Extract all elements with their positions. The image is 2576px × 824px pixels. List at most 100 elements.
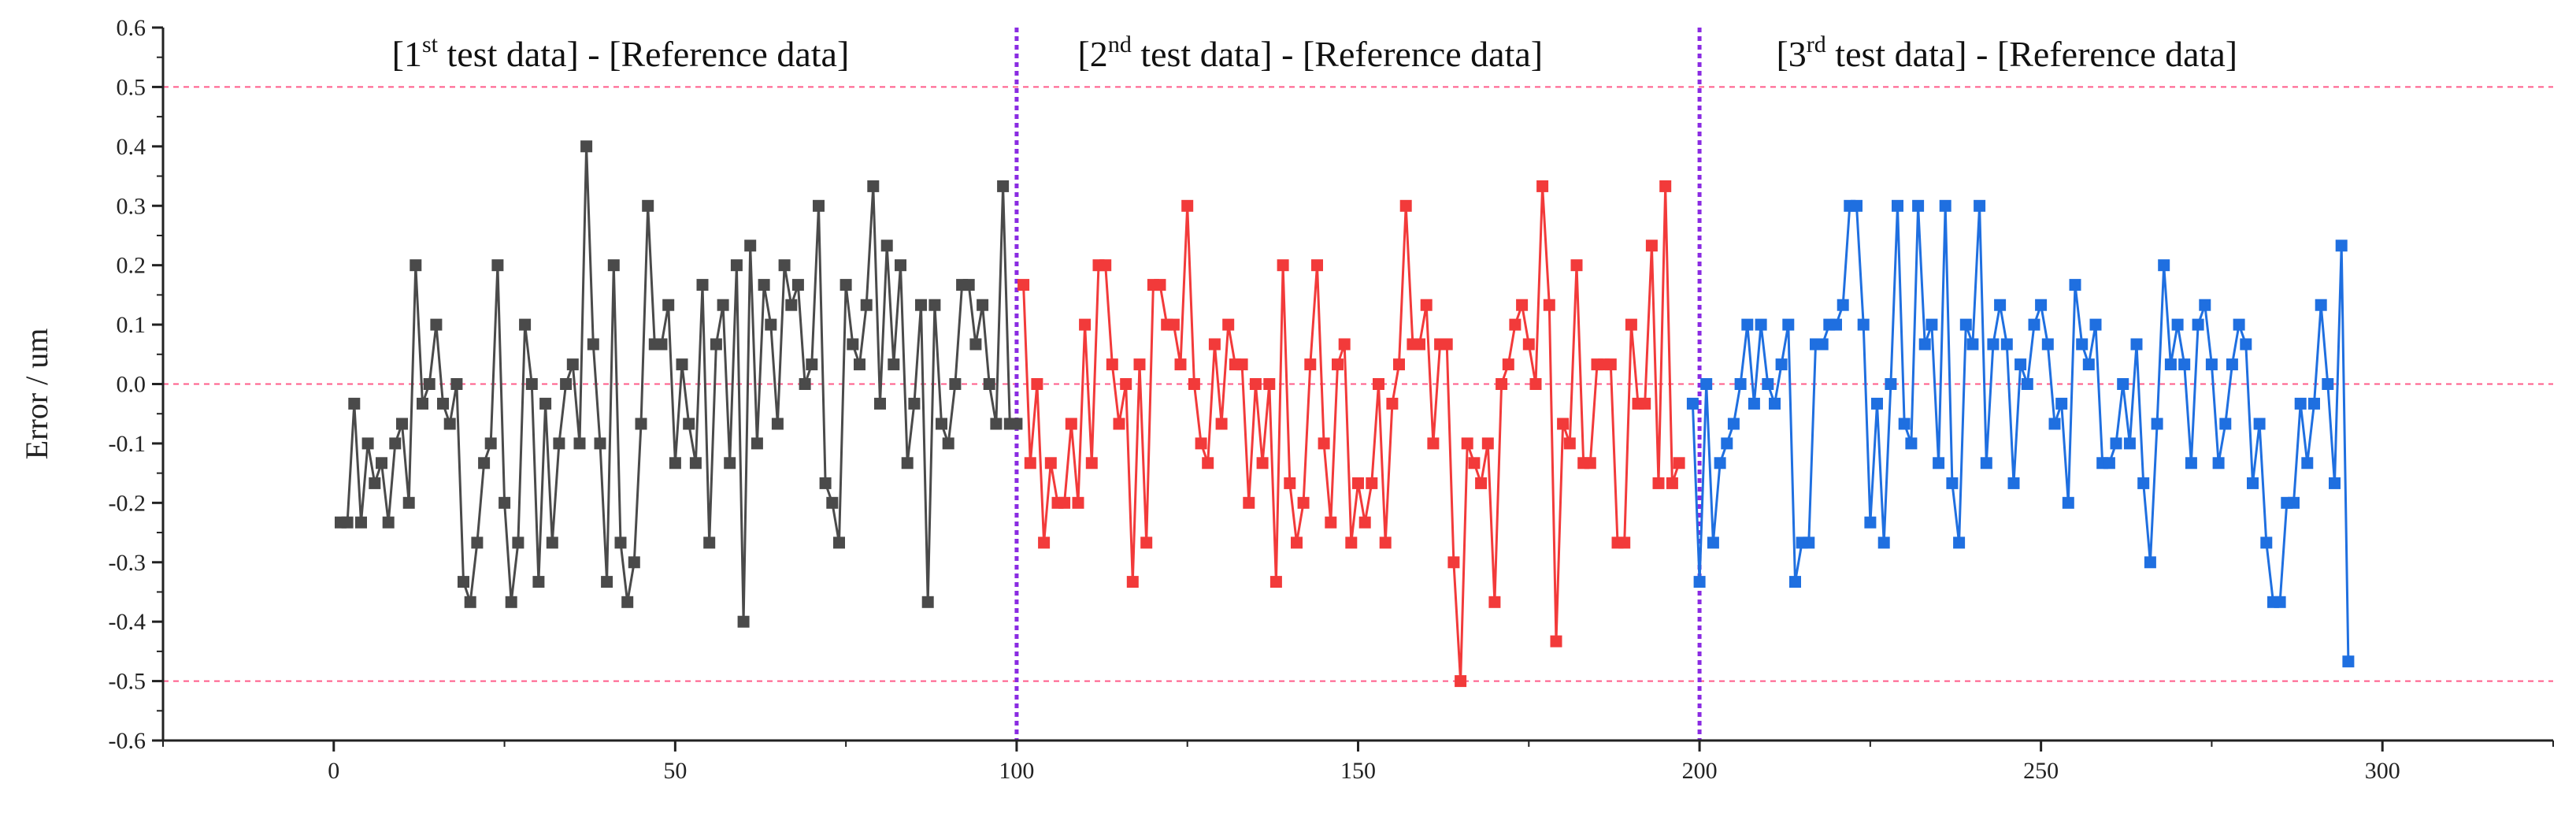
series-3-point-15 [1789,576,1801,588]
series-3-point-65 [2130,338,2143,351]
series-3-point-35 [1926,318,1938,331]
series-1-point-79 [874,397,886,410]
series-1-point-25 [505,596,517,608]
series-2-point-13 [1106,358,1118,371]
series-2-point-95 [1666,477,1678,489]
series-2-point-3 [1038,536,1051,549]
series-2-point-74 [1522,338,1535,351]
series-1-point-14 [430,318,443,331]
series-1-point-37 [587,338,599,351]
y-tick-label: -0.6 [109,728,146,754]
series-2-point-40 [1291,536,1303,549]
series-2-point-83 [1584,457,1596,470]
series-1-point-44 [635,418,647,430]
series-3-point-57 [2076,338,2089,351]
series-3-point-41 [1966,338,1979,351]
x-tick-label: 0 [328,758,339,784]
series-3-point-78 [2219,418,2232,430]
series-1-line [340,146,1017,622]
series-1-point-68 [799,378,811,390]
series-3-point-73 [2185,457,2197,470]
y-tick-label: -0.2 [109,490,146,516]
series-2-point-54 [1386,397,1399,410]
series-1-point-19 [464,596,476,608]
series-1-point-70 [813,199,825,212]
series-1-point-28 [525,378,538,390]
series-1-point-8 [389,437,402,450]
series-3-point-66 [2137,477,2150,489]
series-3-point-83 [2253,418,2266,430]
series-2-point-70 [1496,378,1508,390]
series-1-point-83 [901,457,914,470]
series-1-point-33 [560,378,573,390]
series-1-point-48 [662,299,675,311]
series-3-point-42 [1974,199,1986,212]
series-2-point-39 [1284,477,1296,489]
series-3-point-75 [2199,299,2211,311]
series-3-point-8 [1741,318,1754,331]
series-3-point-58 [2082,358,2095,371]
series-2-point-17 [1133,358,1146,371]
series-2-point-12 [1099,259,1112,272]
series-3-point-55 [2062,496,2074,509]
y-tick-label: 0.4 [117,134,146,160]
series-3-point-54 [2055,397,2068,410]
series-2-point-96 [1673,457,1685,470]
series-3-point-29 [1885,378,1897,390]
x-tick-label: 100 [999,758,1034,784]
series-3-point-80 [2233,318,2245,331]
series-1-point-59 [737,615,750,628]
series-3-point-17 [1803,536,1815,549]
series-1-point-2 [348,397,361,410]
series-1-point-56 [717,299,729,311]
series-1-point-30 [539,397,552,410]
series-1 [335,140,1023,628]
series-1-point-9 [396,418,408,430]
series-2-point-25 [1188,378,1200,390]
series-1-point-31 [546,536,558,549]
series-2-point-15 [1120,378,1132,390]
series-3-point-69 [2158,259,2170,272]
series-1-point-29 [532,576,545,588]
series-2-point-7 [1065,418,1077,430]
series-3-point-40 [1959,318,1972,331]
series-1-point-77 [860,299,873,311]
series-3-point-61 [2103,457,2115,470]
series-3-point-95 [2335,239,2348,252]
series-3-point-46 [2000,338,2013,351]
series-2-point-41 [1297,496,1310,509]
series-3-point-48 [2014,358,2027,371]
series-3-point-63 [2117,378,2129,390]
series-1-point-96 [990,418,1003,430]
series-2-point-53 [1379,536,1392,549]
series-2-point-6 [1058,496,1071,509]
series-1-point-80 [880,239,893,252]
series-1-point-82 [895,259,906,272]
series-3-point-90 [2301,457,2314,470]
series-2-point-36 [1263,378,1276,390]
series-3-point-3 [1707,536,1719,549]
series-3-point-67 [2144,556,2156,569]
series-3-point-34 [1918,338,1931,351]
series-3-point-64 [2123,437,2136,450]
series-1-point-4 [361,437,374,450]
section-dividers [1014,28,1702,740]
series-3-point-76 [2205,358,2218,371]
series-1-point-50 [676,358,688,371]
series-2-point-81 [1570,259,1583,272]
series-3-point-45 [1994,299,2007,311]
y-tick-label: 0.5 [117,74,146,100]
series-3-point-62 [2110,437,2122,450]
series-3-point-82 [2247,477,2259,489]
series-1-point-55 [710,338,722,351]
series-1-point-94 [977,299,989,311]
y-tick-label: -0.5 [109,669,146,695]
series-3-point-0 [1686,397,1699,410]
series-1-point-63 [765,318,777,331]
series-2-point-45 [1325,516,1337,529]
series-1-point-97 [997,180,1010,192]
series-3-point-77 [2212,457,2225,470]
series-1-point-52 [689,457,702,470]
series-1-point-5 [369,477,381,489]
series-2-point-56 [1399,199,1412,212]
